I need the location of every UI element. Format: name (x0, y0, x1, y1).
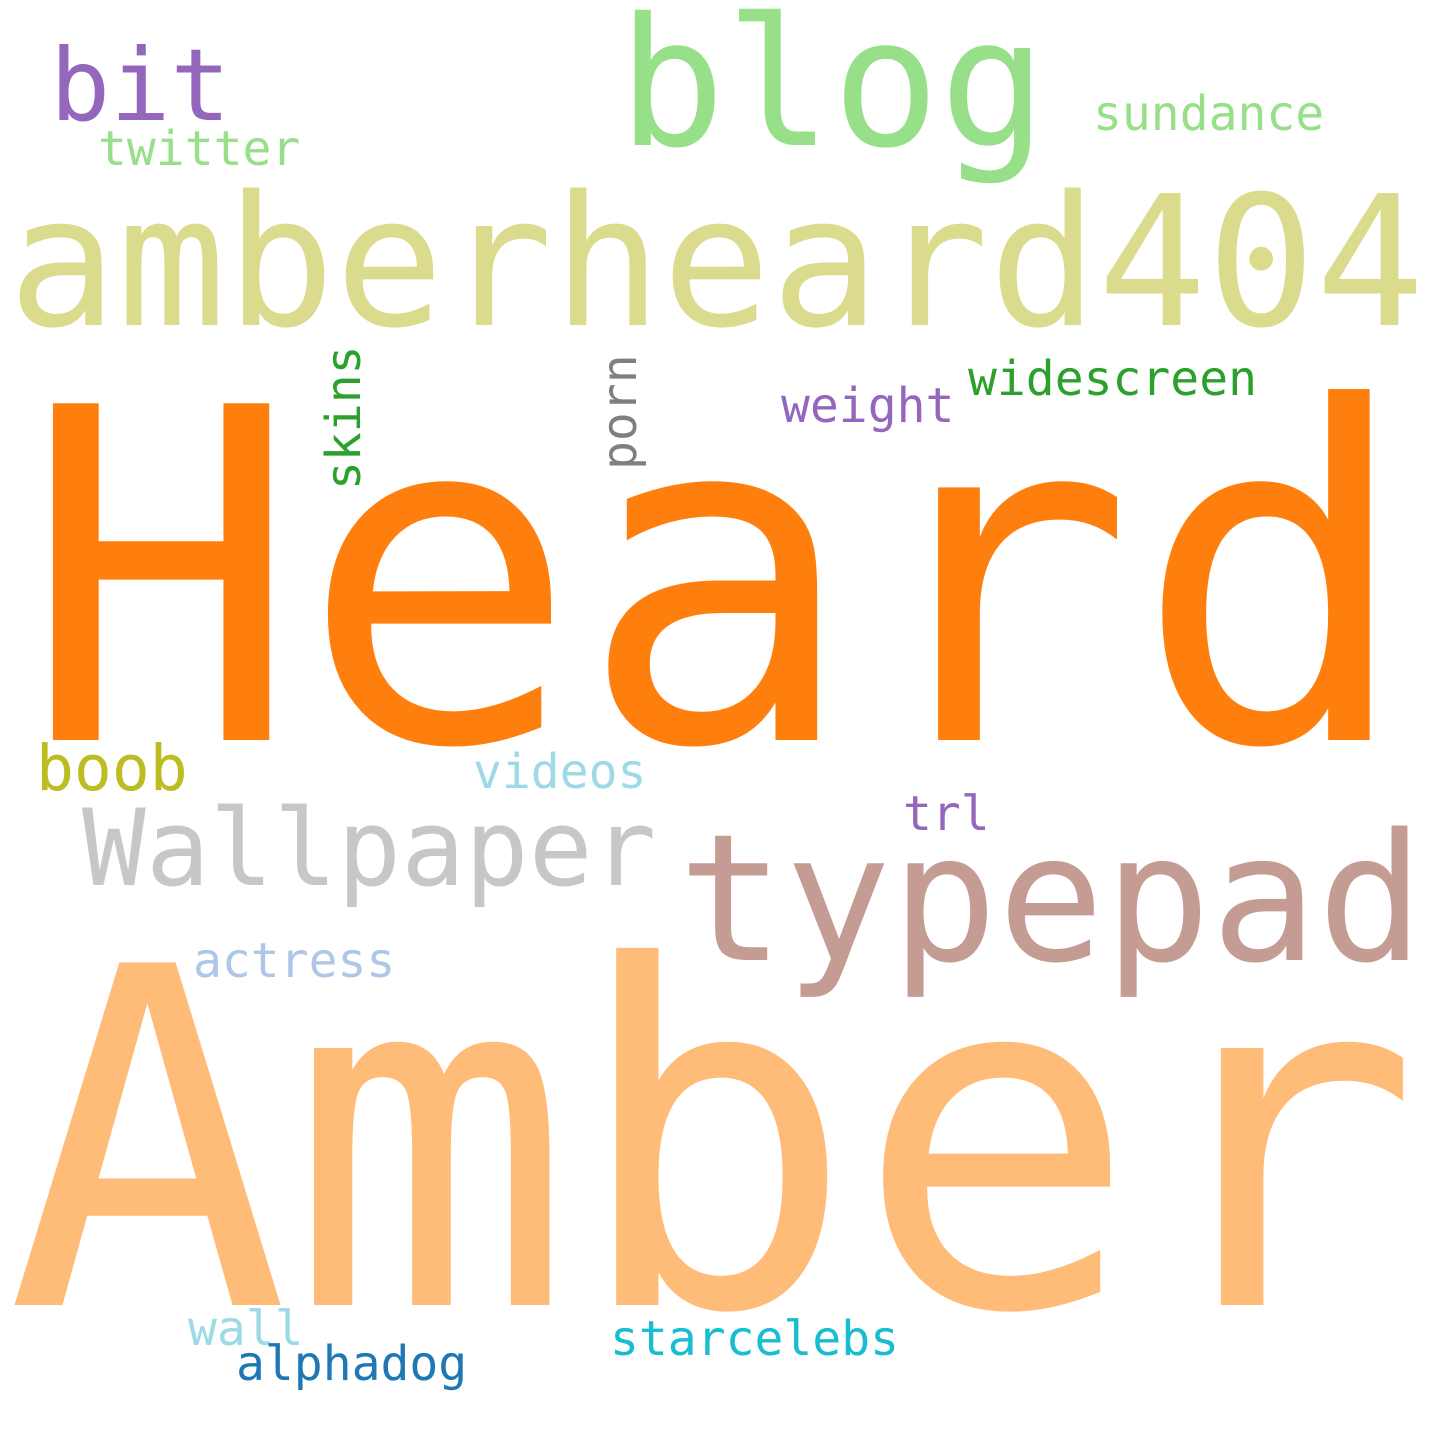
word: sundance (1093, 86, 1324, 142)
word: skins (316, 346, 372, 491)
word: trl (903, 786, 990, 842)
word: porn (592, 354, 648, 470)
word: bit (50, 27, 231, 144)
word: twitter (98, 121, 300, 177)
word: amberheard404 (8, 157, 1425, 368)
word: Wallpaper (82, 787, 656, 910)
word: typepad (678, 796, 1424, 1002)
word: actress (193, 933, 395, 989)
word: blog (618, 0, 1047, 187)
word: widescreen (968, 351, 1257, 407)
word: starcelebs (610, 1311, 899, 1367)
word: weight (781, 378, 954, 434)
word: videos (473, 744, 646, 800)
word: boob (36, 732, 188, 805)
word: wall (188, 1301, 304, 1357)
word: Amber (6, 869, 1421, 1416)
word: Heard (22, 311, 1413, 849)
word: alphadog (236, 1336, 467, 1392)
